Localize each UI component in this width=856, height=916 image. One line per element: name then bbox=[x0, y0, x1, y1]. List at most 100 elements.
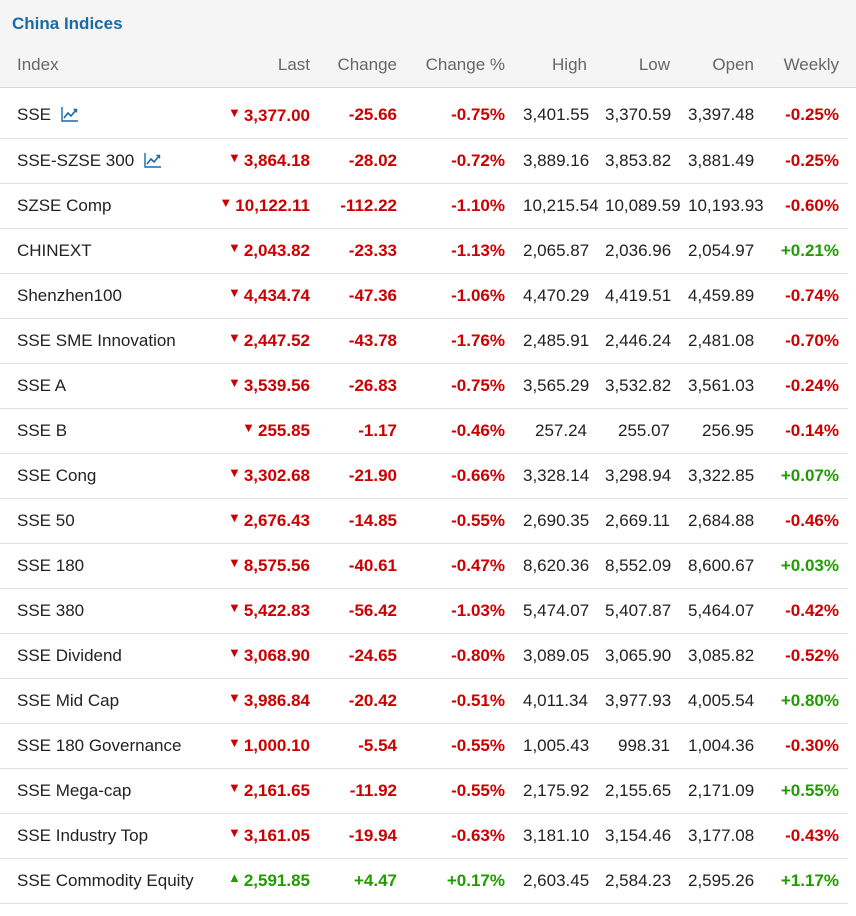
change-cell: +4.47 bbox=[353, 870, 397, 890]
change-cell: -19.94 bbox=[348, 825, 397, 845]
change-pct-cell: -0.72% bbox=[451, 150, 505, 170]
column-header-low[interactable]: Low bbox=[638, 54, 670, 74]
high-cell: 2,485.91 bbox=[523, 330, 590, 350]
column-header-weekly[interactable]: Weekly bbox=[783, 54, 839, 74]
column-header-change[interactable]: Change bbox=[337, 54, 397, 74]
index-name-cell[interactable]: SSE A bbox=[0, 363, 203, 408]
index-name-link[interactable]: SSE Cong bbox=[17, 465, 97, 485]
index-name-link[interactable]: SSE A bbox=[17, 375, 67, 395]
arrow-down-icon: ▼ bbox=[227, 600, 241, 615]
column-header-table: Index Last Change Change % High Low Open… bbox=[0, 42, 848, 87]
index-name-cell[interactable]: SSE SME Innovation bbox=[0, 318, 203, 363]
weekly-cell: -0.46% bbox=[785, 510, 839, 530]
last-value: 4,434.74 bbox=[243, 286, 310, 305]
index-name-link[interactable]: SSE 50 bbox=[17, 510, 75, 530]
index-name-link[interactable]: SSE 180 Governance bbox=[17, 735, 182, 755]
arrow-up-icon: ▲ bbox=[227, 870, 241, 885]
last-cell: ▼ 2,161.65 bbox=[203, 768, 319, 813]
low-cell: 2,036.96 bbox=[605, 240, 672, 260]
high-cell: 4,470.29 bbox=[523, 285, 590, 305]
index-name-link[interactable]: SSE B bbox=[17, 420, 68, 440]
chart-icon[interactable] bbox=[61, 106, 79, 122]
weekly-cell: +0.80% bbox=[780, 690, 839, 710]
index-name-link[interactable]: CHINEXT bbox=[17, 240, 92, 260]
index-name-cell[interactable]: SSE bbox=[0, 93, 203, 138]
weekly-cell: +0.03% bbox=[780, 555, 839, 575]
index-name-link[interactable]: SZSE Comp bbox=[17, 195, 112, 215]
high-cell: 4,011.34 bbox=[523, 690, 588, 710]
index-name-link[interactable]: SSE Industry Top bbox=[17, 825, 149, 845]
last-value: 2,676.43 bbox=[243, 511, 310, 530]
low-cell: 3,065.90 bbox=[605, 645, 672, 665]
arrow-down-icon: ▼ bbox=[227, 375, 241, 390]
low-cell: 3,977.93 bbox=[605, 690, 672, 710]
change-pct-cell: -0.55% bbox=[451, 510, 505, 530]
index-name-cell[interactable]: SSE Mega-cap bbox=[0, 768, 203, 813]
high-cell: 3,889.16 bbox=[523, 150, 590, 170]
table-row: SSE B ▼ 255.85 -1.17 -0.46% 257.24 255.07 256.9… bbox=[0, 408, 848, 453]
open-cell: 1,004.36 bbox=[688, 735, 755, 755]
index-name-cell[interactable]: SSE Dividend bbox=[0, 633, 203, 678]
index-name-link[interactable]: SSE 380 bbox=[17, 600, 85, 620]
index-name-link[interactable]: SSE bbox=[17, 105, 52, 125]
column-header-open[interactable]: Open bbox=[712, 54, 754, 74]
index-name-link[interactable]: SSE SME Innovation bbox=[17, 330, 176, 350]
change-cell: -40.61 bbox=[348, 555, 397, 575]
last-cell: ▼ 255.85 bbox=[203, 408, 319, 453]
open-cell: 2,595.26 bbox=[688, 870, 755, 890]
index-name-link[interactable]: SSE 180 bbox=[17, 555, 85, 575]
index-name-cell[interactable]: SZSE Comp bbox=[0, 183, 203, 228]
table-row: SSE-SZSE 300 ▼ 3,864.18 -28.02 -0.72% 3,889.1… bbox=[0, 138, 848, 183]
change-cell: -25.66 bbox=[348, 105, 397, 125]
index-name-link[interactable]: SSE Dividend bbox=[17, 645, 122, 665]
low-cell: 3,532.82 bbox=[605, 375, 672, 395]
last-cell: ▼ 2,043.82 bbox=[203, 228, 319, 273]
last-cell: ▼ 3,539.56 bbox=[203, 363, 319, 408]
index-name-cell[interactable]: CHINEXT bbox=[0, 228, 203, 273]
table-header-area: China Indices Index Last Change Change %… bbox=[0, 0, 856, 88]
table-row: SSE A ▼ 3,539.56 -26.83 -0.75% 3,565.29 3,532.… bbox=[0, 363, 848, 408]
weekly-cell: +1.17% bbox=[780, 870, 839, 890]
column-header-index[interactable]: Index bbox=[17, 54, 59, 74]
table-row: SSE Commodity Equity ▲ 2,591.85 +4.47 +0.17%… bbox=[0, 858, 848, 903]
high-cell: 3,089.05 bbox=[523, 645, 590, 665]
index-name-cell[interactable]: SSE-SZSE 300 bbox=[0, 138, 203, 183]
table-row: SSE Industry Top ▼ 3,161.05 -19.94 -0.63% 3,1… bbox=[0, 813, 848, 858]
change-pct-cell: -0.55% bbox=[451, 735, 505, 755]
column-header-high[interactable]: High bbox=[552, 54, 587, 74]
index-name-cell[interactable]: SSE Mid Cap bbox=[0, 678, 203, 723]
index-name-link[interactable]: Shenzhen100 bbox=[17, 285, 122, 305]
index-name-cell[interactable]: SSE Industry Top bbox=[0, 813, 203, 858]
last-value: 3,161.05 bbox=[243, 826, 310, 845]
weekly-cell: -0.70% bbox=[785, 330, 839, 350]
table-row: SSE ▼ 3,377.00 -25.66 -0.75% 3,401.55 3,370.59… bbox=[0, 93, 848, 138]
chart-icon[interactable] bbox=[144, 152, 162, 168]
index-name-cell[interactable]: Shenzhen100 bbox=[0, 273, 203, 318]
high-cell: 2,175.92 bbox=[523, 780, 590, 800]
high-cell: 3,565.29 bbox=[523, 375, 590, 395]
low-cell: 255.07 bbox=[618, 420, 670, 440]
last-value: 3,068.90 bbox=[243, 646, 310, 665]
index-name-link[interactable]: SSE Mega-cap bbox=[17, 780, 132, 800]
index-name-cell[interactable]: SSE 180 Governance bbox=[0, 723, 203, 768]
index-name-link[interactable]: SSE Mid Cap bbox=[17, 690, 120, 710]
index-name-cell[interactable]: SSE B bbox=[0, 408, 203, 453]
last-cell: ▼ 8,575.56 bbox=[203, 543, 319, 588]
index-name-cell[interactable]: SSE 50 bbox=[0, 498, 203, 543]
high-cell: 257.24 bbox=[535, 420, 587, 440]
open-cell: 3,322.85 bbox=[688, 465, 755, 485]
index-name-cell[interactable]: SSE 380 bbox=[0, 588, 203, 633]
change-cell: -47.36 bbox=[348, 285, 397, 305]
index-name-link[interactable]: SSE Commodity Equity bbox=[17, 870, 194, 890]
index-name-cell[interactable]: SSE 180 bbox=[0, 543, 203, 588]
last-cell: ▼ 3,377.00 bbox=[203, 93, 319, 138]
column-header-last[interactable]: Last bbox=[277, 54, 310, 74]
index-name-cell[interactable]: SSE Commodity Equity bbox=[0, 858, 203, 903]
high-cell: 5,474.07 bbox=[523, 600, 590, 620]
column-header-change-pct[interactable]: Change % bbox=[425, 54, 505, 74]
low-cell: 3,370.59 bbox=[605, 105, 672, 125]
index-name-link[interactable]: SSE-SZSE 300 bbox=[17, 150, 135, 170]
index-name-cell[interactable]: SSE Cong bbox=[0, 453, 203, 498]
weekly-cell: -0.74% bbox=[785, 285, 839, 305]
last-value: 3,377.00 bbox=[243, 105, 310, 125]
